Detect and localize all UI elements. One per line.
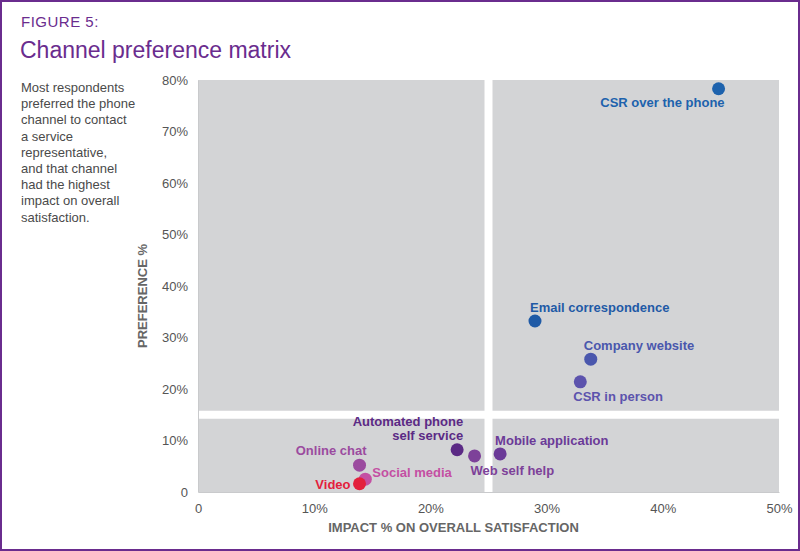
y-tick-label: 70% bbox=[162, 124, 188, 139]
x-axis-line bbox=[199, 492, 780, 493]
frame-border bbox=[1, 1, 799, 550]
y-tick-label: 50% bbox=[162, 227, 188, 242]
point bbox=[574, 375, 587, 388]
x-tick-label: 20% bbox=[418, 501, 444, 516]
point-label-line: Automated phone bbox=[353, 414, 464, 429]
quadrant bbox=[493, 80, 780, 411]
x-axis-title: IMPACT % ON OVERALL SATISFACTION bbox=[328, 520, 579, 535]
y-tick: 10% bbox=[162, 433, 198, 448]
point-label-line: Video bbox=[315, 477, 350, 492]
description-line: channel to contact bbox=[21, 112, 127, 127]
point-label: Web self help bbox=[471, 463, 555, 478]
quadrant bbox=[198, 80, 485, 411]
point-label: Email correspondence bbox=[530, 300, 669, 315]
figure-label: FIGURE 5: bbox=[21, 13, 99, 30]
point-label: Mobile application bbox=[495, 433, 608, 448]
description-line: Most respondents bbox=[21, 80, 125, 95]
y-tick-label: 0 bbox=[181, 485, 188, 500]
y-axis: 0 10% 20% 30% 40% 50% 60% 70% 80% bbox=[162, 73, 199, 500]
y-tick: 80% bbox=[162, 73, 198, 88]
y-tick: 40% bbox=[162, 279, 198, 294]
point-label-line: self service bbox=[392, 428, 463, 443]
point bbox=[528, 315, 541, 328]
point bbox=[584, 353, 597, 366]
point bbox=[451, 443, 464, 456]
y-tick: 70% bbox=[162, 124, 198, 139]
x-tick-label: 50% bbox=[766, 501, 792, 516]
y-tick-label: 40% bbox=[162, 279, 188, 294]
description-line: preferred the phone bbox=[21, 96, 135, 111]
y-tick-label: 10% bbox=[162, 433, 188, 448]
chart: FIGURE 5: Channel preference matrix Most r… bbox=[0, 0, 800, 551]
x-tick-label: 40% bbox=[650, 501, 676, 516]
description-line: satisfaction. bbox=[21, 210, 90, 225]
point-label: CSR over the phone bbox=[600, 95, 724, 110]
point-label-line: Social media bbox=[372, 465, 452, 480]
point-label-line: Mobile application bbox=[495, 433, 608, 448]
y-tick-label: 80% bbox=[162, 73, 188, 88]
description-line: representative, bbox=[21, 145, 107, 160]
points bbox=[353, 82, 725, 490]
point bbox=[712, 82, 725, 95]
point-label-line: Company website bbox=[584, 338, 695, 353]
x-tick-label: 0 bbox=[195, 501, 202, 516]
x-tick: 10% bbox=[302, 492, 328, 516]
x-tick: 20% bbox=[418, 492, 444, 516]
point-label-line: CSR in person bbox=[573, 389, 663, 404]
y-tick: 20% bbox=[162, 382, 198, 397]
description-line: a service bbox=[21, 129, 73, 144]
quadrants bbox=[198, 80, 779, 492]
x-tick-label: 30% bbox=[534, 501, 560, 516]
point-label: Automated phoneself service bbox=[353, 414, 464, 443]
point bbox=[353, 459, 366, 472]
x-axis: 0 10% 20% 30% 40% 50% bbox=[195, 492, 793, 516]
y-tick-label: 60% bbox=[162, 176, 188, 191]
description-line: and that channel bbox=[21, 161, 117, 176]
description-line: impact on overall bbox=[21, 193, 119, 208]
point-label: Company website bbox=[584, 338, 695, 353]
y-tick: 0 bbox=[181, 485, 198, 500]
y-axis-line bbox=[198, 81, 199, 493]
point-label: Online chat bbox=[296, 443, 367, 458]
y-tick-label: 20% bbox=[162, 382, 188, 397]
point-label: Social media bbox=[372, 465, 452, 480]
y-axis-title: PREFERENCE % bbox=[135, 244, 150, 348]
point bbox=[353, 477, 366, 490]
x-tick: 30% bbox=[534, 492, 560, 516]
quadrant bbox=[198, 419, 485, 492]
point bbox=[468, 449, 481, 462]
point bbox=[494, 447, 507, 460]
y-tick: 30% bbox=[162, 330, 198, 345]
point-label: CSR in person bbox=[573, 389, 663, 404]
description-line: had the highest bbox=[21, 177, 110, 192]
y-tick-label: 30% bbox=[162, 330, 188, 345]
point-labels: CSR over the phone Email correspondence Co… bbox=[296, 95, 725, 492]
point-label-line: Email correspondence bbox=[530, 300, 669, 315]
x-tick: 50% bbox=[766, 492, 792, 516]
point-label-line: Online chat bbox=[296, 443, 367, 458]
point-label-line: Web self help bbox=[471, 463, 555, 478]
y-tick: 60% bbox=[162, 176, 198, 191]
x-tick: 40% bbox=[650, 492, 676, 516]
point-label-line: CSR over the phone bbox=[600, 95, 724, 110]
x-tick-label: 10% bbox=[302, 501, 328, 516]
y-tick: 50% bbox=[162, 227, 198, 242]
point-label: Video bbox=[315, 477, 350, 492]
title: Channel preference matrix bbox=[20, 37, 292, 63]
x-tick: 0 bbox=[195, 492, 202, 516]
quadrant bbox=[493, 419, 780, 492]
